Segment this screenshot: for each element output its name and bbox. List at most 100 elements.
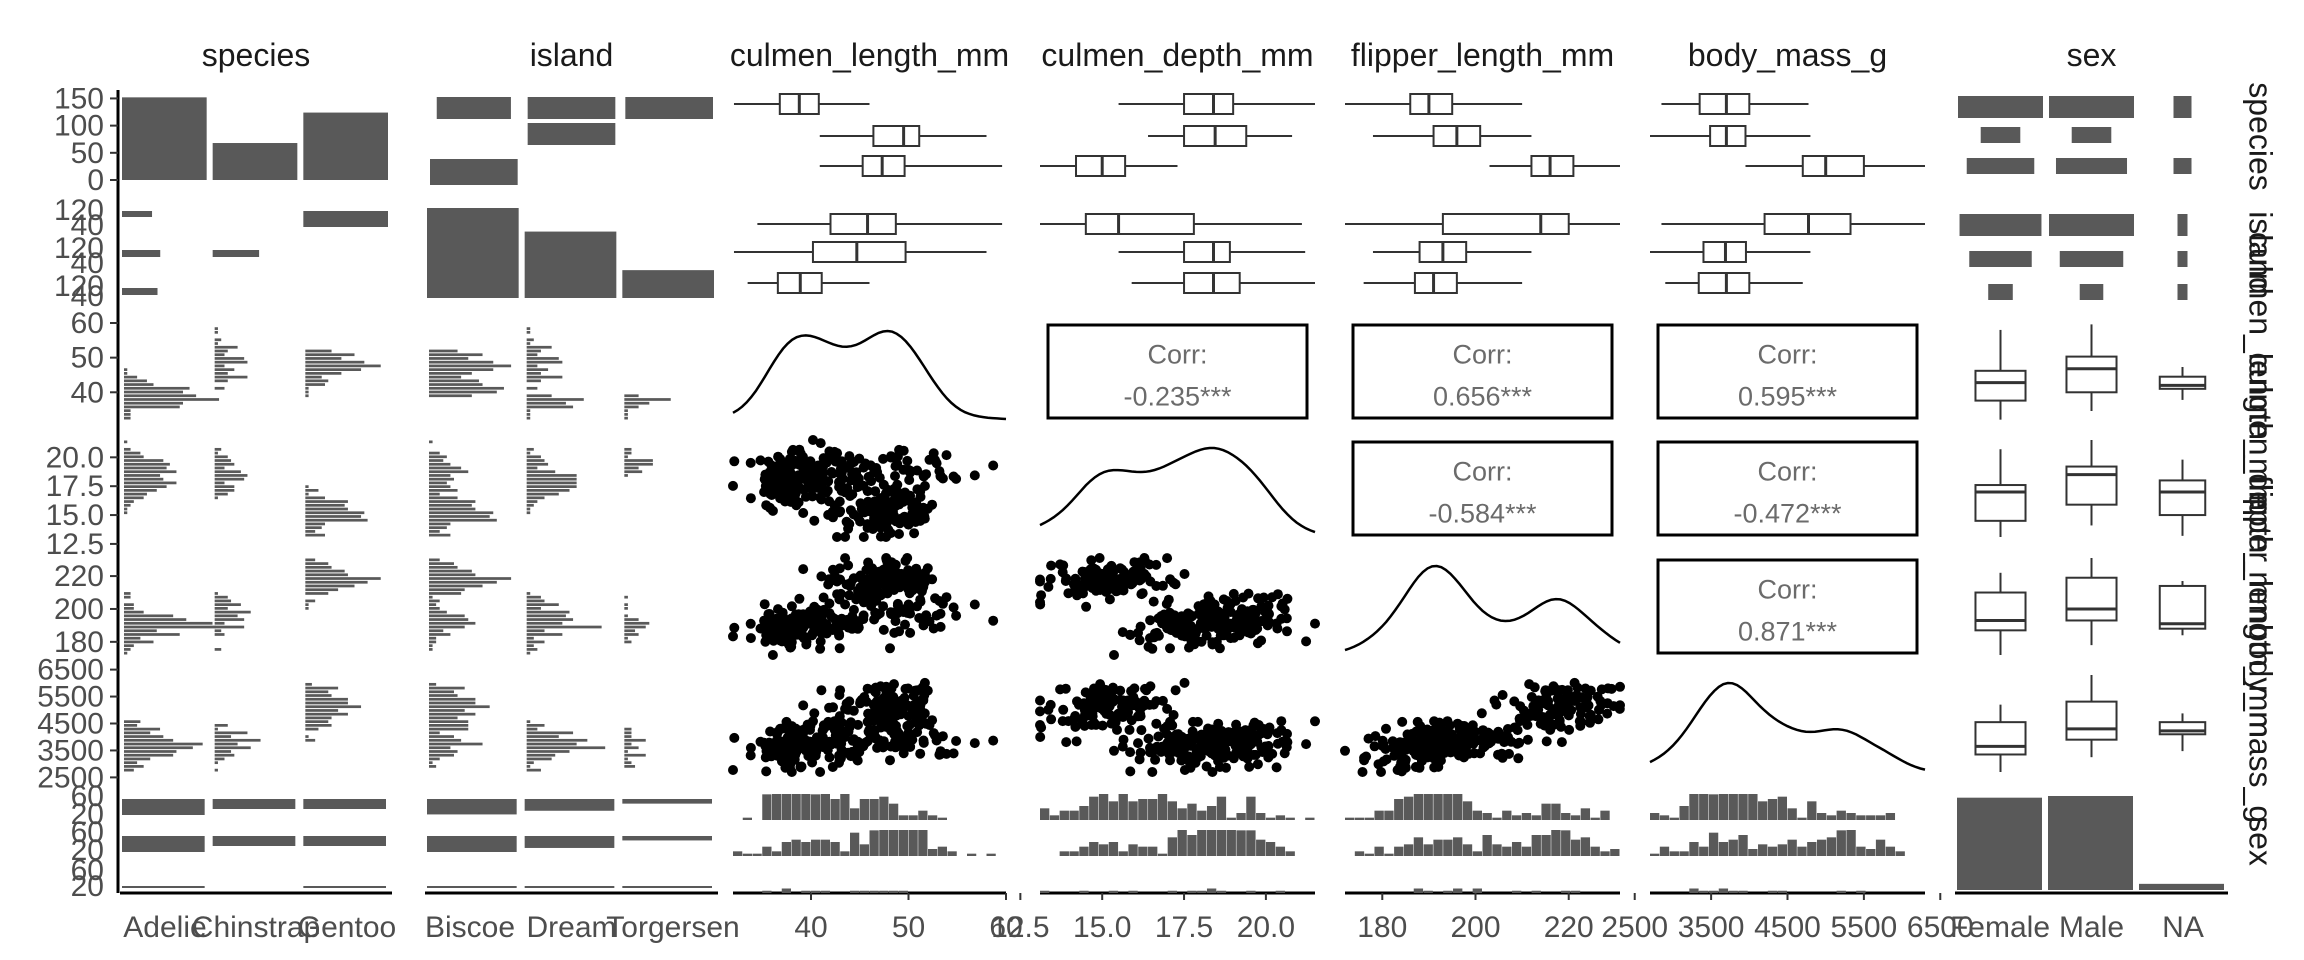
y-tick-island-2: 120 bbox=[54, 232, 104, 265]
point-culmen_depth_mm-flipper_length_mm-207 bbox=[1167, 613, 1178, 623]
point-culmen_depth_mm-flipper_length_mm-330 bbox=[1036, 590, 1047, 601]
hist-culmen_depth_mm-0-0-20 bbox=[124, 459, 164, 462]
sexhist-flipper_length_mm-0-11 bbox=[1453, 794, 1463, 820]
hist-body_mass_g-0-0-4 bbox=[124, 753, 174, 757]
hist-body_mass_g-0-1-6 bbox=[214, 746, 251, 750]
sexhist-culmen_depth_mm-1-16 bbox=[1197, 830, 1207, 856]
point-culmen_length_mm-flipper_length_mm-206 bbox=[853, 622, 864, 633]
hist-body_mass_g-0-0-9 bbox=[124, 735, 164, 738]
density-body_mass_g bbox=[1649, 681, 1926, 771]
sexhist-body_mass_g-2-19 bbox=[1836, 890, 1846, 893]
hist-culmen_depth_mm-1-2-22 bbox=[624, 451, 632, 455]
point-culmen_depth_mm-body_mass_g-182 bbox=[1173, 748, 1184, 758]
point-flipper_length_mm-body_mass_g-340 bbox=[1582, 701, 1593, 712]
point-culmen_length_mm-flipper_length_mm-177 bbox=[834, 628, 844, 639]
x-tick-body_mass_g-1: 3500 bbox=[1678, 911, 1745, 944]
hist-flipper_length_mm-0-1-13 bbox=[214, 603, 241, 606]
point-culmen_depth_mm-flipper_length_mm-335 bbox=[1148, 596, 1159, 607]
box-sex-0-culmen_depth_mm bbox=[1974, 449, 2027, 537]
hist-flipper_length_mm-1-1-14 bbox=[526, 599, 545, 603]
hist-culmen_depth_mm-1-0-4 bbox=[429, 518, 497, 522]
point-culmen_length_mm-body_mass_g-328 bbox=[845, 718, 855, 729]
box-sex-1-culmen_length_mm bbox=[2065, 324, 2118, 411]
point-flipper_length_mm-body_mass_g-304 bbox=[1614, 703, 1625, 714]
sexhist-culmen_length_mm-0-19 bbox=[918, 810, 928, 820]
hist-culmen_depth_mm-1-0-7 bbox=[429, 507, 476, 511]
bar-sex-Male bbox=[2048, 796, 2133, 890]
point-culmen_depth_mm-body_mass_g-330 bbox=[1036, 722, 1047, 733]
bar-island-by-species-0-0 bbox=[436, 97, 511, 119]
point-flipper_length_mm-body_mass_g-313 bbox=[1556, 737, 1567, 748]
hist-culmen_depth_mm-0-2-3 bbox=[305, 522, 325, 526]
hist-body_mass_g-0-2-12 bbox=[305, 724, 332, 727]
bar-species-by-sex-1-2 bbox=[303, 836, 386, 846]
hist-culmen_depth_mm-1-2-23 bbox=[624, 447, 632, 451]
x-tick-body_mass_g-3: 5500 bbox=[1831, 911, 1898, 944]
point-culmen_length_mm-body_mass_g-143 bbox=[801, 741, 812, 752]
sexhist-body_mass_g-0-2 bbox=[1669, 817, 1679, 820]
hist-flipper_length_mm-0-1-15 bbox=[214, 595, 228, 599]
point-flipper_length_mm-body_mass_g-322 bbox=[1556, 721, 1566, 732]
y-tick-culmen_depth_mm-2: 15.0 bbox=[46, 499, 104, 532]
point-culmen_length_mm-flipper_length_mm-114 bbox=[729, 622, 740, 633]
box-species-0-culmen_depth_mm bbox=[1118, 93, 1315, 115]
sexhist-flipper_length_mm-0-14 bbox=[1482, 813, 1492, 820]
sexhist-culmen_depth_mm-2-18 bbox=[1216, 890, 1227, 893]
point-culmen_depth_mm-flipper_length_mm-310 bbox=[1094, 553, 1105, 563]
bar-sex-by-island-1-1 bbox=[2059, 251, 2124, 267]
point-culmen_length_mm-body_mass_g-131 bbox=[785, 759, 796, 770]
sexhist-body_mass_g-0-0 bbox=[1650, 813, 1660, 820]
column-strip-flipper_length_mm: flipper_length_mm bbox=[1351, 37, 1614, 73]
hist-culmen_depth_mm-1-1-20 bbox=[526, 459, 545, 462]
x-tick-culmen_length_mm-2: 60 bbox=[989, 911, 1022, 944]
box-island-0-culmen_length_mm bbox=[757, 213, 1003, 235]
sexhist-culmen_length_mm-2-12 bbox=[850, 890, 860, 893]
point-culmen_length_mm-culmen_depth_mm-336 bbox=[883, 524, 894, 535]
hist-culmen_length_mm-1-0-7 bbox=[429, 390, 497, 394]
hist-culmen_depth_mm-1-1-7 bbox=[526, 507, 531, 511]
y-tick-sex-0: 60 bbox=[71, 780, 104, 813]
sexhist-culmen_length_mm-1-8 bbox=[811, 839, 821, 856]
point-culmen_depth_mm-body_mass_g-193 bbox=[1161, 729, 1172, 740]
sexhist-body_mass_g-1-18 bbox=[1826, 837, 1837, 856]
hist-body_mass_g-0-1-5 bbox=[214, 750, 232, 753]
point-culmen_length_mm-flipper_length_mm-215 bbox=[988, 615, 999, 626]
sexhist-body_mass_g-1-5 bbox=[1699, 846, 1709, 856]
point-culmen_depth_mm-body_mass_g-167 bbox=[1216, 726, 1227, 736]
box-species-2-culmen_depth_mm bbox=[1040, 155, 1178, 177]
point-culmen_depth_mm-flipper_length_mm-327 bbox=[1135, 557, 1146, 568]
hist-culmen_depth_mm-1-0-3 bbox=[429, 522, 451, 526]
hist-body_mass_g-1-0-8 bbox=[429, 738, 462, 742]
point-culmen_depth_mm-flipper_length_mm-209 bbox=[1147, 643, 1158, 654]
sexhist-body_mass_g-2-13 bbox=[1777, 890, 1787, 893]
hist-culmen_depth_mm-0-0-12 bbox=[124, 489, 157, 492]
point-culmen_depth_mm-flipper_length_mm-213 bbox=[1183, 608, 1193, 619]
sexhist-culmen_length_mm-0-8 bbox=[811, 794, 821, 820]
hist-culmen_length_mm-0-2-11 bbox=[305, 375, 322, 379]
hist-body_mass_g-1-1-0 bbox=[526, 768, 541, 772]
point-flipper_length_mm-body_mass_g-336 bbox=[1596, 684, 1607, 695]
bar-sex-by-island-0-1 bbox=[2049, 214, 2134, 236]
point-culmen_length_mm-body_mass_g-336 bbox=[883, 684, 894, 695]
point-culmen_depth_mm-body_mass_g-268 bbox=[1101, 708, 1112, 719]
hist-body_mass_g-1-0-21 bbox=[429, 690, 454, 694]
point-culmen_length_mm-flipper_length_mm-334 bbox=[880, 573, 891, 584]
hist-flipper_length_mm-1-2-6 bbox=[624, 629, 636, 633]
point-culmen_length_mm-body_mass_g-337 bbox=[874, 713, 885, 724]
hist-body_mass_g-1-1-7 bbox=[526, 742, 577, 746]
bar-sex-by-species-2-2 bbox=[2173, 158, 2192, 174]
point-culmen_length_mm-culmen_depth_mm-289 bbox=[894, 529, 904, 539]
hist-body_mass_g-0-2-13 bbox=[305, 720, 329, 723]
sexhist-flipper_length_mm-1-13 bbox=[1472, 851, 1482, 856]
box-island-2-body_mass_g-box bbox=[1697, 272, 1751, 294]
hist-flipper_length_mm-0-1-1 bbox=[214, 648, 222, 651]
box-sex-1-body_mass_g-box bbox=[2065, 700, 2118, 741]
point-culmen_length_mm-flipper_length_mm-304 bbox=[840, 553, 851, 564]
point-culmen_length_mm-flipper_length_mm-46 bbox=[745, 633, 756, 644]
x-tick-body_mass_g-2: 4500 bbox=[1754, 911, 1821, 944]
sexhist-culmen_length_mm-2-13 bbox=[859, 890, 869, 893]
point-culmen_length_mm-body_mass_g-263 bbox=[862, 736, 873, 747]
hist-culmen_depth_mm-1-1-15 bbox=[526, 477, 577, 481]
point-culmen_depth_mm-body_mass_g-263 bbox=[1071, 736, 1082, 747]
hist-culmen_length_mm-1-2-5 bbox=[624, 398, 671, 401]
